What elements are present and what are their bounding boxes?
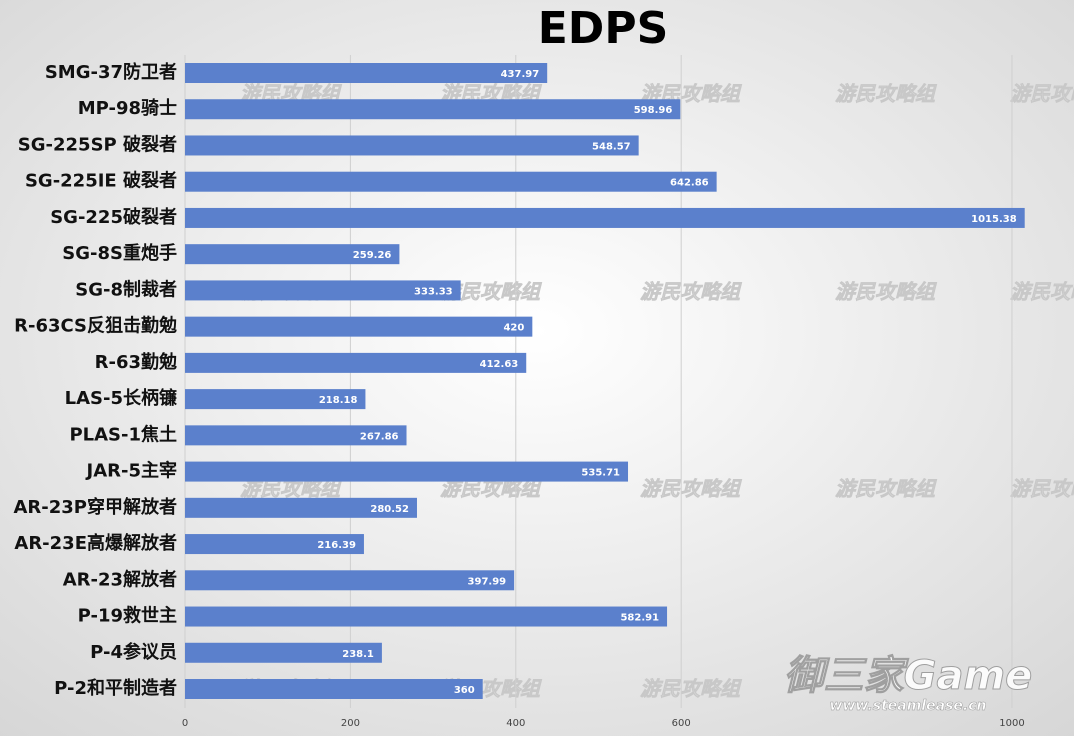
y-tick-label: P-2和平制造者 bbox=[54, 677, 177, 699]
bar bbox=[185, 171, 717, 192]
value-label: 267.86 bbox=[360, 431, 399, 442]
grid: 0 200 400 600 1000 bbox=[182, 55, 1025, 729]
brand-url: www.steamlease.cn bbox=[830, 698, 987, 714]
bar bbox=[185, 244, 400, 265]
tile-watermark: 游民攻略组 bbox=[835, 477, 937, 501]
y-tick-label: JAR-5主宰 bbox=[85, 460, 177, 482]
x-tick-label: 400 bbox=[506, 718, 525, 729]
value-label: 437.97 bbox=[501, 69, 540, 80]
bar bbox=[185, 389, 366, 410]
y-tick-label: AR-23解放者 bbox=[63, 568, 177, 590]
bar bbox=[185, 99, 681, 120]
y-tick-label: R-63勤勉 bbox=[95, 351, 177, 373]
y-tick-label: SG-8S重炮手 bbox=[62, 242, 177, 264]
bar bbox=[185, 207, 1025, 228]
value-label: 412.63 bbox=[480, 359, 519, 370]
value-label: 238.1 bbox=[342, 649, 374, 660]
y-tick-label: MP-98骑士 bbox=[78, 97, 177, 119]
tile-watermark: 游民攻略组 bbox=[1010, 477, 1074, 501]
y-tick-label: AR-23E高爆解放者 bbox=[14, 532, 177, 554]
brand-watermark: 御三家Game bbox=[784, 653, 1033, 699]
value-label: 598.96 bbox=[634, 105, 673, 116]
bar bbox=[185, 679, 483, 699]
chart-title: EDPS bbox=[538, 3, 669, 54]
x-tick-label: 1000 bbox=[999, 718, 1024, 729]
tile-watermark: 游民攻略组 bbox=[1010, 280, 1074, 304]
bar bbox=[185, 280, 461, 301]
value-label: 420 bbox=[503, 323, 524, 334]
y-tick-label: SG-8制裁者 bbox=[75, 278, 177, 300]
value-label: 360 bbox=[454, 685, 475, 696]
x-tick-label: 0 bbox=[182, 718, 188, 729]
tile-watermark: 游民攻略组 bbox=[1010, 82, 1074, 106]
y-tick-label: SG-225破裂者 bbox=[50, 206, 177, 228]
bar bbox=[185, 461, 629, 482]
bar bbox=[185, 497, 417, 518]
value-label: 218.18 bbox=[319, 395, 358, 406]
value-label: 216.39 bbox=[317, 540, 356, 551]
y-tick-label: P-4参议员 bbox=[90, 641, 177, 663]
tile-watermark: 游民攻略组 bbox=[640, 280, 742, 304]
y-tick-label: SMG-37防卫者 bbox=[45, 61, 177, 83]
bar bbox=[185, 352, 527, 373]
value-label: 333.33 bbox=[414, 286, 453, 297]
value-label: 397.99 bbox=[468, 576, 507, 587]
bar bbox=[185, 606, 668, 627]
x-tick-label: 200 bbox=[341, 718, 360, 729]
value-label: 582.91 bbox=[620, 613, 659, 624]
tile-watermark: 游民攻略组 bbox=[640, 677, 742, 701]
bar bbox=[185, 570, 515, 591]
bar bbox=[185, 425, 407, 446]
y-tick-label: PLAS-1焦土 bbox=[69, 423, 177, 445]
y-tick-label: SG-225IE 破裂者 bbox=[25, 170, 177, 192]
y-tick-label: SG-225SP 破裂者 bbox=[18, 133, 177, 155]
value-label: 259.26 bbox=[353, 250, 392, 261]
value-label: 548.57 bbox=[592, 141, 631, 152]
tile-watermark: 游民攻略组 bbox=[835, 82, 937, 106]
value-label: 280.52 bbox=[370, 504, 409, 515]
bar bbox=[185, 316, 533, 337]
value-label: 1015.38 bbox=[971, 214, 1017, 225]
tile-watermark: 游民攻略组 bbox=[835, 280, 937, 304]
tile-watermark: 游民攻略组 bbox=[640, 477, 742, 501]
value-label: 642.86 bbox=[670, 178, 709, 189]
x-tick-label: 600 bbox=[672, 718, 691, 729]
bar bbox=[185, 534, 364, 555]
bar bbox=[185, 135, 639, 156]
bar bbox=[185, 63, 548, 83]
y-tick-label: AR-23P穿甲解放者 bbox=[13, 496, 177, 518]
value-label: 535.71 bbox=[581, 468, 620, 479]
y-tick-label: P-19救世主 bbox=[78, 605, 177, 627]
bar bbox=[185, 642, 382, 663]
y-tick-label: LAS-5长柄镰 bbox=[65, 387, 178, 409]
y-tick-label: R-63CS反狙击勤勉 bbox=[14, 315, 177, 337]
bars: SMG-37防卫者 437.97 MP-98骑士 598.96 SG-225SP 破裂者… bbox=[13, 61, 1025, 699]
